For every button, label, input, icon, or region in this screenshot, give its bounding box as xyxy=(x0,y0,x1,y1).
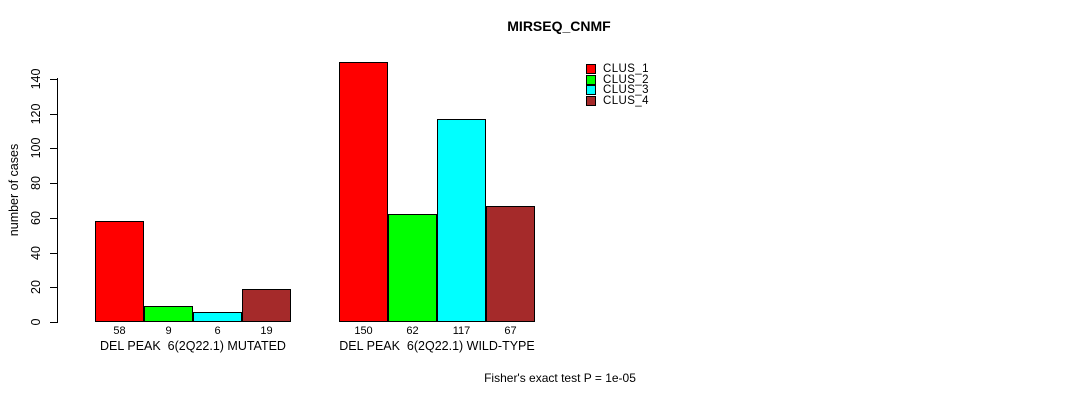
legend-color-swatch xyxy=(586,96,596,106)
group-label: DEL PEAK 6(2Q22.1) MUTATED xyxy=(100,339,286,353)
bar-clus_4-group2 xyxy=(486,206,535,322)
y-tick-label: 100 xyxy=(29,137,43,159)
bar-clus_3-group2 xyxy=(437,119,486,322)
y-tick-label: 20 xyxy=(29,280,43,294)
y-tick-mark xyxy=(50,114,57,115)
y-tick-label: 60 xyxy=(29,211,43,225)
y-tick-mark xyxy=(50,322,57,323)
chart-title: MIRSEQ_CNMF xyxy=(507,18,611,34)
legend-label: CLUS_4 xyxy=(603,95,649,107)
bar-clus_2-group2 xyxy=(388,214,437,322)
bar-clus_4-group1 xyxy=(242,289,291,322)
y-tick-label: 0 xyxy=(29,318,43,326)
y-tick-label: 80 xyxy=(29,176,43,190)
bar-value-label: 19 xyxy=(260,325,273,337)
y-tick-mark xyxy=(50,218,57,219)
y-axis-label: number of cases xyxy=(7,143,21,237)
y-tick-label: 140 xyxy=(29,68,43,90)
bar-value-label: 9 xyxy=(165,325,172,337)
bar-clus_1-group1 xyxy=(95,221,144,322)
y-tick-mark xyxy=(50,253,57,254)
legend-color-swatch xyxy=(586,85,596,95)
y-tick-mark xyxy=(50,79,57,80)
group-label: DEL PEAK 6(2Q22.1) WILD-TYPE xyxy=(339,339,535,353)
legend-color-swatch xyxy=(586,75,596,85)
bar-value-label: 150 xyxy=(354,325,373,337)
legend-color-swatch xyxy=(586,64,596,74)
bar-value-label: 62 xyxy=(406,325,419,337)
bar-clus_2-group1 xyxy=(144,306,193,322)
annotation-text: Fisher's exact test P = 1e-05 xyxy=(484,371,636,385)
bar-value-label: 117 xyxy=(452,325,471,337)
legend-label: CLUS_3 xyxy=(603,84,649,96)
y-axis-line xyxy=(57,78,58,323)
legend-label: CLUS_1 xyxy=(603,63,649,75)
bar-clus_3-group1 xyxy=(193,312,242,322)
bar-value-label: 6 xyxy=(214,325,221,337)
legend-label: CLUS_2 xyxy=(603,74,649,86)
bar-value-label: 58 xyxy=(113,325,126,337)
bar-clus_1-group2 xyxy=(339,62,388,322)
y-tick-mark xyxy=(50,183,57,184)
bar-value-label: 67 xyxy=(504,325,517,337)
y-tick-label: 120 xyxy=(29,103,43,125)
y-tick-label: 40 xyxy=(29,246,43,260)
y-tick-mark xyxy=(50,148,57,149)
y-tick-mark xyxy=(50,287,57,288)
